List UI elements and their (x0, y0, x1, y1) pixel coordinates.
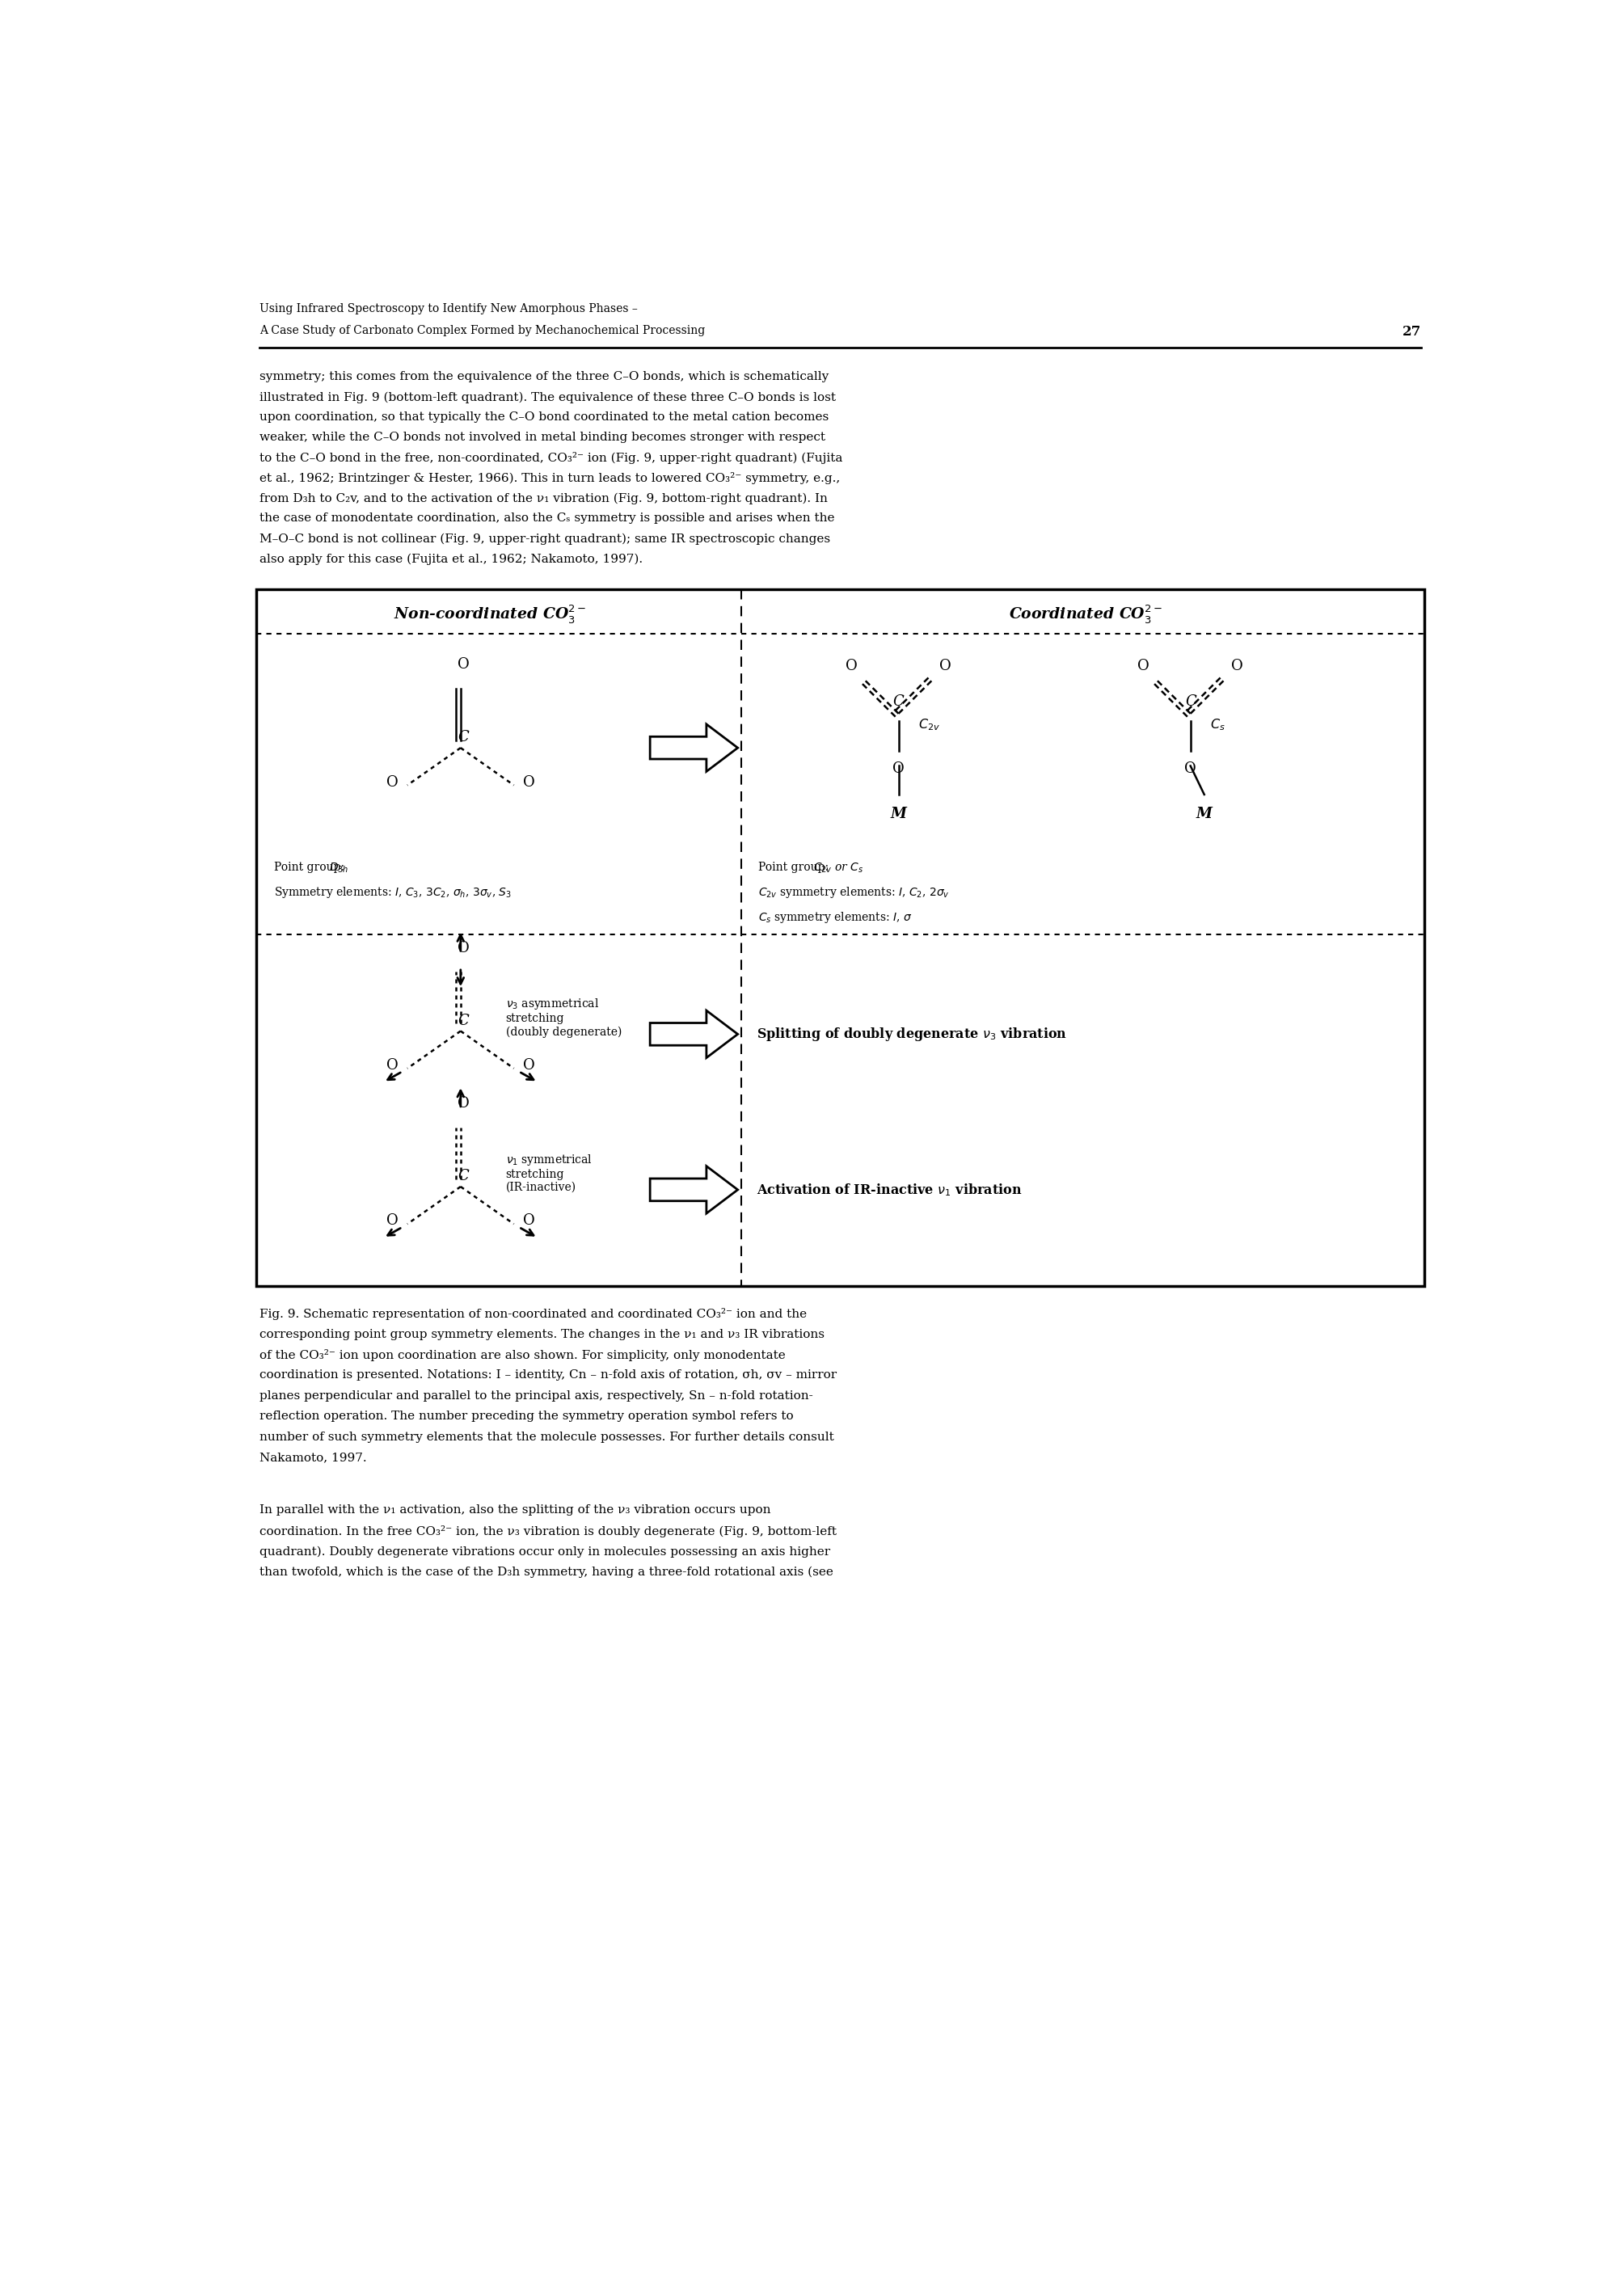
Text: O: O (458, 657, 469, 671)
Text: A Case Study of Carbonato Complex Formed by Mechanochemical Processing: A Case Study of Carbonato Complex Formed… (260, 325, 705, 337)
Text: Nakamoto, 1997.: Nakamoto, 1997. (260, 1452, 367, 1463)
Text: C: C (893, 694, 905, 708)
Polygon shape (650, 1010, 737, 1058)
Text: $C_{2v}$: $C_{2v}$ (919, 717, 940, 733)
Text: O: O (523, 1058, 534, 1072)
Text: quadrant). Doubly degenerate vibrations occur only in molecules possessing an ax: quadrant). Doubly degenerate vibrations … (260, 1546, 830, 1557)
Text: O: O (523, 774, 534, 790)
Text: Fig. 9. Schematic representation of non-coordinated and coordinated CO₃²⁻ ion an: Fig. 9. Schematic representation of non-… (260, 1308, 807, 1319)
Text: number of such symmetry elements that the molecule possesses. For further detail: number of such symmetry elements that th… (260, 1431, 835, 1443)
Text: planes perpendicular and parallel to the principal axis, respectively, Sn – n-fo: planes perpendicular and parallel to the… (260, 1390, 814, 1401)
Bar (257, 589, 1424, 1287)
Text: weaker, while the C–O bonds not involved in metal binding becomes stronger with : weaker, while the C–O bonds not involved… (260, 433, 825, 444)
Text: $\nu_1$ symmetrical
stretching
(IR-inactive): $\nu_1$ symmetrical stretching (IR-inact… (505, 1152, 593, 1193)
Text: of the CO₃²⁻ ion upon coordination are also shown. For simplicity, only monodent: of the CO₃²⁻ ion upon coordination are a… (260, 1349, 786, 1360)
Text: $D_{3h}$: $D_{3h}$ (330, 861, 349, 875)
Text: 27: 27 (1402, 325, 1421, 339)
Text: O: O (387, 774, 398, 790)
Text: M: M (1197, 806, 1212, 822)
Polygon shape (650, 724, 737, 772)
Text: M–O–C bond is not collinear (Fig. 9, upper-right quadrant); same IR spectroscopi: M–O–C bond is not collinear (Fig. 9, upp… (260, 534, 830, 545)
Text: from D₃h to C₂v, and to the activation of the ν₁ vibration (Fig. 9, bottom-right: from D₃h to C₂v, and to the activation o… (260, 492, 828, 504)
Polygon shape (650, 1166, 737, 1214)
Text: the case of monodentate coordination, also the Cₛ symmetry is possible and arise: the case of monodentate coordination, al… (260, 513, 835, 524)
Text: also apply for this case (Fujita et al., 1962; Nakamoto, 1997).: also apply for this case (Fujita et al.,… (260, 554, 643, 566)
Text: Point group:: Point group: (274, 861, 348, 872)
Text: O: O (1231, 660, 1244, 673)
Text: illustrated in Fig. 9 (bottom-left quadrant). The equivalence of these three C–O: illustrated in Fig. 9 (bottom-left quadr… (260, 392, 836, 403)
Text: coordination is presented. Notations: I – identity, Cn – n-fold axis of rotation: coordination is presented. Notations: I … (260, 1369, 836, 1381)
Text: Splitting of doubly degenerate $\nu_3$ vibration: Splitting of doubly degenerate $\nu_3$ v… (757, 1026, 1067, 1042)
Text: $C_s$: $C_s$ (1210, 717, 1226, 733)
Text: O: O (939, 660, 952, 673)
Text: C: C (458, 731, 469, 744)
Text: O: O (458, 941, 469, 955)
Text: et al., 1962; Brintzinger & Hester, 1966). This in turn leads to lowered CO₃²⁻ s: et al., 1962; Brintzinger & Hester, 1966… (260, 472, 840, 485)
Text: Activation of IR-inactive $\nu_1$ vibration: Activation of IR-inactive $\nu_1$ vibrat… (757, 1182, 1021, 1198)
Text: reflection operation. The number preceding the symmetry operation symbol refers : reflection operation. The number precedi… (260, 1411, 794, 1422)
Text: $\nu_3$ asymmetrical
stretching
(doubly degenerate): $\nu_3$ asymmetrical stretching (doubly … (505, 996, 622, 1037)
Text: Using Infrared Spectroscopy to Identify New Amorphous Phases –: Using Infrared Spectroscopy to Identify … (260, 302, 638, 314)
Text: symmetry; this comes from the equivalence of the three C–O bonds, which is schem: symmetry; this comes from the equivalenc… (260, 371, 828, 382)
Text: C: C (1186, 694, 1195, 708)
Text: than twofold, which is the case of the D₃h symmetry, having a three-fold rotatio: than twofold, which is the case of the D… (260, 1566, 833, 1578)
Text: Point group:: Point group: (758, 861, 833, 872)
Text: In parallel with the ν₁ activation, also the splitting of the ν₃ vibration occur: In parallel with the ν₁ activation, also… (260, 1505, 771, 1516)
Text: C: C (458, 1168, 469, 1184)
Text: $C_{2v}$ or $C_s$: $C_{2v}$ or $C_s$ (814, 861, 864, 875)
Text: upon coordination, so that typically the C–O bond coordinated to the metal catio: upon coordination, so that typically the… (260, 412, 828, 424)
Text: O: O (893, 763, 905, 776)
Text: M: M (890, 806, 906, 822)
Text: O: O (458, 1097, 469, 1111)
Text: Symmetry elements: $I$, $C_3$, $3C_2$, $\sigma_h$, $3\sigma_v$, $S_3$: Symmetry elements: $I$, $C_3$, $3C_2$, $… (274, 886, 512, 900)
Text: O: O (1138, 660, 1150, 673)
Text: to the C–O bond in the free, non-coordinated, CO₃²⁻ ion (Fig. 9, upper-right qua: to the C–O bond in the free, non-coordin… (260, 451, 843, 465)
Text: O: O (846, 660, 857, 673)
Text: O: O (387, 1214, 398, 1227)
Text: O: O (387, 1058, 398, 1072)
Text: $C_s$ symmetry elements: $I$, $\sigma$: $C_s$ symmetry elements: $I$, $\sigma$ (758, 911, 913, 925)
Text: C: C (458, 1014, 469, 1028)
Text: corresponding point group symmetry elements. The changes in the ν₁ and ν₃ IR vib: corresponding point group symmetry eleme… (260, 1328, 825, 1340)
Text: $C_{2v}$ symmetry elements: $I$, $C_2$, $2\sigma_v$: $C_{2v}$ symmetry elements: $I$, $C_2$, … (758, 886, 950, 900)
Text: O: O (1184, 763, 1197, 776)
Text: Coordinated CO$_3^{2-}$: Coordinated CO$_3^{2-}$ (1009, 602, 1163, 625)
Text: Non-coordinated CO$_3^{2-}$: Non-coordinated CO$_3^{2-}$ (393, 602, 586, 625)
Text: O: O (523, 1214, 534, 1227)
Text: coordination. In the free CO₃²⁻ ion, the ν₃ vibration is doubly degenerate (Fig.: coordination. In the free CO₃²⁻ ion, the… (260, 1525, 836, 1537)
